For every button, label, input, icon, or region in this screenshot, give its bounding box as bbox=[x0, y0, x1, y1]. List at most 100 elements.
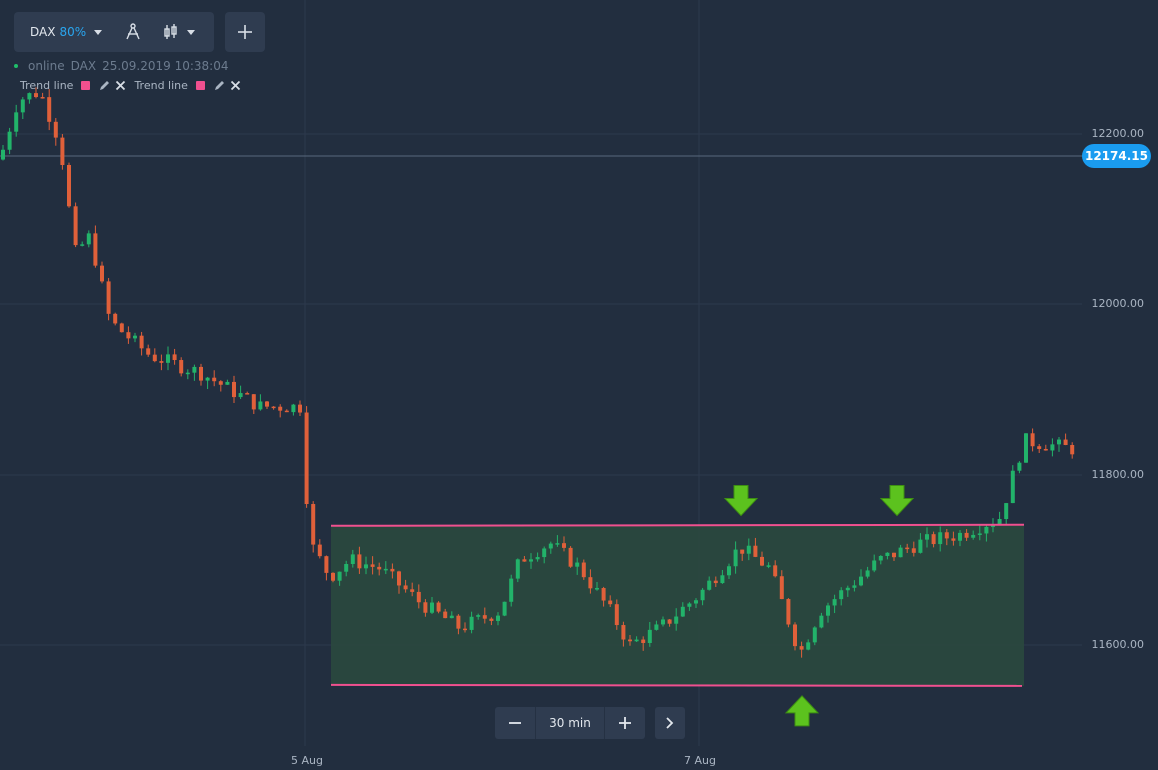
candle-body bbox=[839, 590, 844, 600]
candle-body bbox=[133, 335, 137, 339]
candle-body bbox=[423, 602, 428, 613]
candle-body bbox=[779, 576, 784, 600]
candle-body bbox=[562, 543, 566, 548]
candle-body bbox=[832, 599, 837, 606]
price-axis-label: 12000.00 bbox=[1091, 297, 1145, 310]
candle-body bbox=[357, 554, 362, 569]
candle-body bbox=[535, 557, 540, 560]
candle-body bbox=[100, 265, 104, 282]
candle-body bbox=[614, 604, 619, 626]
candle-body bbox=[826, 605, 830, 616]
pencil-icon[interactable] bbox=[99, 80, 110, 91]
candle-body bbox=[172, 354, 177, 361]
candle-body bbox=[317, 544, 322, 557]
candle-body bbox=[7, 131, 12, 150]
pencil-icon[interactable] bbox=[214, 80, 225, 91]
candle-body bbox=[872, 560, 877, 571]
candle-body bbox=[1010, 470, 1015, 504]
candle-body bbox=[1063, 439, 1068, 446]
candle-body bbox=[166, 354, 170, 363]
candle-body bbox=[496, 615, 500, 621]
trend-line-upper[interactable] bbox=[330, 523, 1025, 527]
candle-body bbox=[152, 354, 157, 362]
candle-body bbox=[1, 149, 5, 160]
candle-body bbox=[647, 629, 652, 644]
indicator-color-swatch[interactable] bbox=[81, 81, 91, 90]
candle-body bbox=[971, 534, 976, 538]
candle-body bbox=[1004, 503, 1009, 520]
asset-name: DAX bbox=[30, 25, 56, 39]
candle-body bbox=[964, 532, 969, 538]
asset-percent: 80% bbox=[59, 25, 87, 39]
candle-body bbox=[1070, 445, 1075, 455]
candlestick-icon bbox=[164, 24, 177, 39]
candle-body bbox=[687, 603, 692, 607]
asset-selector[interactable]: DAX 80% bbox=[14, 12, 110, 52]
candle-body bbox=[410, 589, 415, 592]
chevron-down-icon bbox=[187, 29, 195, 35]
chart-type-button[interactable] bbox=[156, 12, 202, 52]
candle-body bbox=[878, 555, 883, 561]
candle-body bbox=[350, 554, 355, 564]
candle-body bbox=[680, 606, 685, 617]
indicator-label: Trend line bbox=[20, 79, 74, 92]
candle-body bbox=[1043, 448, 1048, 451]
candle-body bbox=[20, 99, 25, 113]
candle-body bbox=[1037, 446, 1042, 449]
candle-body bbox=[529, 559, 533, 562]
add-chart-button[interactable] bbox=[225, 12, 265, 52]
candle-body bbox=[67, 164, 71, 207]
candle-body bbox=[674, 616, 679, 624]
candle-body bbox=[430, 602, 434, 613]
candle-body bbox=[799, 646, 804, 650]
close-icon[interactable] bbox=[230, 80, 241, 91]
close-icon[interactable] bbox=[115, 80, 126, 91]
candle-body bbox=[641, 639, 646, 644]
candle-body bbox=[885, 552, 890, 556]
status-line: online DAX 25.09.2019 10:38:04 bbox=[14, 59, 235, 73]
candle-body bbox=[344, 563, 349, 572]
candle-body bbox=[443, 611, 448, 619]
candle-body bbox=[515, 559, 520, 579]
candle-body bbox=[403, 585, 408, 590]
candle-body bbox=[819, 615, 824, 628]
candle-body bbox=[628, 639, 632, 642]
trend-line-lower[interactable] bbox=[330, 683, 1023, 687]
arrow-up-icon bbox=[784, 695, 820, 727]
candle-body bbox=[159, 361, 164, 363]
timeframe-decrease-button[interactable] bbox=[495, 707, 535, 739]
candle-body bbox=[667, 619, 672, 624]
compass-icon bbox=[126, 23, 140, 40]
candle-body bbox=[476, 615, 481, 617]
chevron-right-icon bbox=[666, 717, 674, 729]
scroll-to-end-button[interactable] bbox=[655, 707, 685, 739]
candle-body bbox=[548, 543, 553, 549]
timeframe-increase-button[interactable] bbox=[605, 707, 645, 739]
candle-body bbox=[119, 323, 124, 333]
candle-body bbox=[865, 570, 870, 577]
candle-body bbox=[218, 381, 223, 385]
candle-body bbox=[621, 625, 626, 640]
price-axis-label: 11800.00 bbox=[1091, 468, 1145, 481]
indicator-color-swatch[interactable] bbox=[195, 81, 205, 90]
candle-body bbox=[40, 97, 45, 99]
price-axis-label: 12200.00 bbox=[1091, 127, 1145, 140]
arrow-down-icon bbox=[723, 485, 759, 517]
candle-body bbox=[905, 547, 910, 550]
candle-body bbox=[73, 206, 78, 246]
candle-body bbox=[238, 393, 243, 398]
candle-body bbox=[364, 564, 368, 569]
price-axis-label: 11600.00 bbox=[1091, 638, 1145, 651]
signal-markers bbox=[723, 485, 915, 727]
drawing-tools-button[interactable] bbox=[110, 12, 156, 52]
candle-body bbox=[265, 401, 269, 407]
candle-body bbox=[1057, 439, 1061, 445]
candle-body bbox=[449, 615, 454, 619]
candle-body bbox=[14, 112, 19, 132]
candle-body bbox=[898, 547, 903, 558]
candle-body bbox=[773, 565, 778, 577]
candle-body bbox=[93, 233, 98, 266]
candle-body bbox=[951, 538, 956, 541]
candle-body bbox=[489, 618, 494, 621]
